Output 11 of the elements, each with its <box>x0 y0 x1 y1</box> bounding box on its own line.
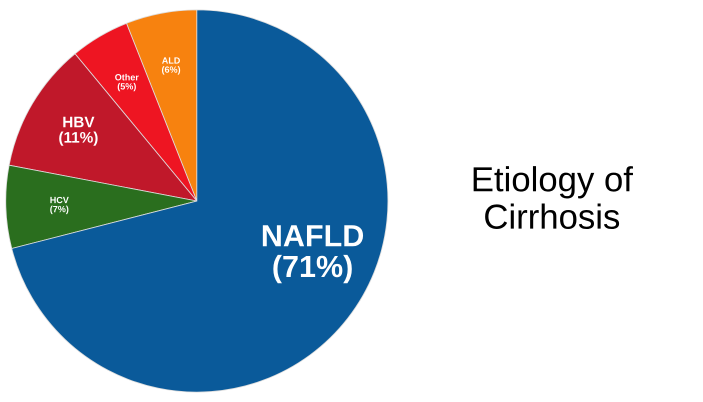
slice-label: HCV <box>50 196 69 204</box>
slice-label: HBV <box>63 116 94 128</box>
slice-label: NAFLD <box>262 225 364 246</box>
slice-label: ALD <box>162 57 180 64</box>
data-label: (71%) <box>273 254 352 284</box>
slice-label: Other <box>115 74 139 80</box>
data-label: (11%) <box>59 132 98 146</box>
data-label: (7%) <box>50 206 68 214</box>
data-label: (5%) <box>118 82 136 92</box>
data-label: (6%) <box>162 66 180 75</box>
text: Etiology of Cirrhosis <box>474 166 633 230</box>
